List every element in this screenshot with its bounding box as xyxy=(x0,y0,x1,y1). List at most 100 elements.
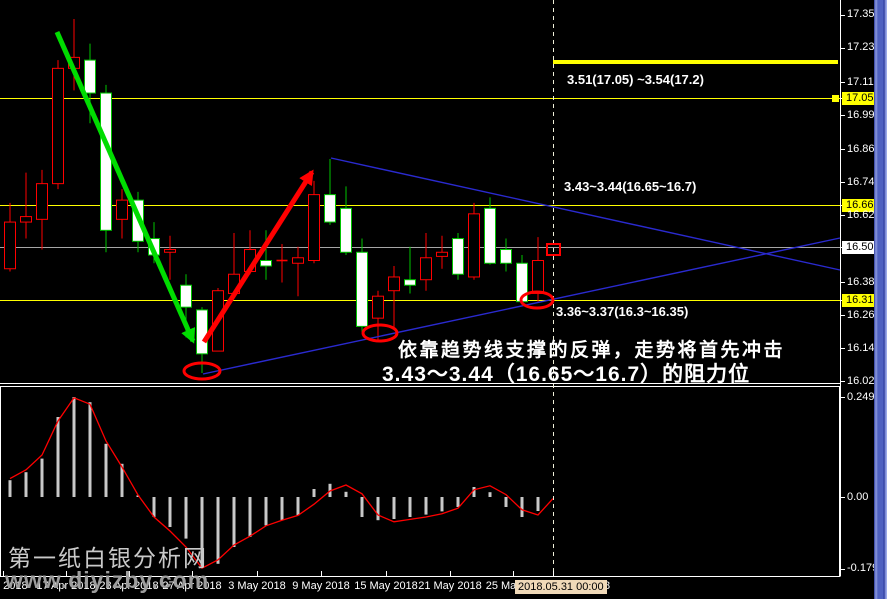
indicator-histogram-bar xyxy=(264,497,268,526)
indicator-histogram-bar xyxy=(184,497,188,539)
candle-body xyxy=(436,251,448,257)
indicator-histogram-bar xyxy=(520,497,524,517)
candle-body xyxy=(292,257,304,264)
indicator-histogram-bar xyxy=(200,497,204,567)
time-axis-label: r 2018 xyxy=(0,580,28,592)
indicator-histogram-bar xyxy=(392,497,396,519)
candle-body xyxy=(4,221,16,270)
time-axis-label: 3 May 2018 xyxy=(228,580,286,592)
indicator-histogram-bar xyxy=(504,497,508,507)
candle-body xyxy=(36,183,48,220)
line-drag-handle[interactable] xyxy=(546,243,561,256)
price-axis-label: 16.745 xyxy=(847,175,881,188)
candle-body xyxy=(404,279,416,286)
candle-body xyxy=(388,276,400,292)
indicator-histogram-bar xyxy=(376,497,380,521)
indicator-histogram-bar xyxy=(488,492,492,497)
price-axis-label: 16.380 xyxy=(847,275,881,288)
time-axis-label: 9 May 2018 xyxy=(292,580,350,592)
indicator-histogram-bar xyxy=(152,497,156,517)
highlight-ellipse[interactable] xyxy=(361,323,399,343)
time-axis-label: 21 May 2018 xyxy=(418,580,482,592)
indicator-panel-border xyxy=(0,386,840,577)
indicator-histogram-bar xyxy=(56,417,60,497)
indicator-histogram-bar xyxy=(440,497,444,512)
price-axis-label: 17.052 xyxy=(842,91,884,105)
candle-body xyxy=(196,309,208,355)
vertical-scrollbar[interactable] xyxy=(874,0,887,599)
candle-body xyxy=(468,213,480,278)
candle-body xyxy=(356,251,368,327)
highlight-ellipse[interactable] xyxy=(182,361,222,381)
price-axis-label: 16.508 xyxy=(842,240,884,254)
indicator-histogram-bar xyxy=(536,497,540,511)
indicator-histogram-bar xyxy=(88,402,92,497)
indicator-histogram-bar xyxy=(248,497,252,537)
rebound-arrow[interactable] xyxy=(201,169,315,344)
current-time-label: 2018.05.31 00:00 xyxy=(515,580,607,594)
time-axis-label: 27 Apr 2018 xyxy=(162,580,222,592)
highlight-ellipse[interactable] xyxy=(519,290,555,310)
price-axis-label: 16.020 xyxy=(847,374,881,387)
price-axis-label: 16.990 xyxy=(847,108,881,121)
support-zone-label: 3.36~3.37(16.3~16.35) xyxy=(556,304,689,319)
time-axis-label: 25 Ma xyxy=(485,580,517,592)
candle-body xyxy=(500,249,512,264)
indicator-histogram-bar xyxy=(136,495,140,497)
watermark-site-name: 第一纸白银分析网 xyxy=(8,545,208,571)
price-axis-label: 16.625 xyxy=(847,208,881,221)
indicator-histogram-bar xyxy=(40,458,44,497)
descending-trendline[interactable] xyxy=(330,157,841,271)
price-axis-label: 16.662 xyxy=(842,198,884,212)
price-axis: 17.355 17.235 17.110 17.052 16.990 16.865 16.7… xyxy=(840,0,886,577)
indicator-histogram-bar xyxy=(408,497,412,517)
indicator-histogram-bar xyxy=(8,480,12,497)
price-axis-label: 16.260 xyxy=(847,308,881,321)
indicator-histogram-bar xyxy=(24,472,28,497)
price-axis-label: 16.865 xyxy=(847,142,881,155)
watermark-site-url: www.diyizby.com xyxy=(5,567,210,593)
candle-body xyxy=(100,92,112,231)
indicator-histogram-bar xyxy=(296,497,300,516)
candle-body xyxy=(260,260,272,267)
candle-body xyxy=(84,59,96,94)
candle-body xyxy=(532,260,544,294)
indicator-axis-label: 0.2498 xyxy=(847,390,881,403)
indicator-axis-label: 0.00 xyxy=(847,490,869,503)
indicator-histogram-bar xyxy=(312,489,316,497)
indicator-histogram-bar xyxy=(216,497,220,564)
indicator-histogram-bar xyxy=(344,491,348,497)
time-axis-label: 15 May 2018 xyxy=(354,580,418,592)
price-axis-label: 16.140 xyxy=(847,341,881,354)
candle-body xyxy=(116,199,128,220)
indicator-histogram-bar xyxy=(72,397,76,497)
price-axis-label: 17.110 xyxy=(847,75,880,88)
time-axis-label: 23 Apr 2018 xyxy=(99,580,159,592)
indicator-histogram-bar xyxy=(168,497,172,527)
price-axis-label: 16.316 xyxy=(842,293,884,307)
ascending-trendline[interactable] xyxy=(202,237,841,375)
upper-resistance-zone-label: 3.51(17.05) ~3.54(17.2) xyxy=(567,72,704,87)
indicator-histogram-bar xyxy=(104,443,108,497)
indicator-histogram-bar xyxy=(456,497,460,507)
candle-body xyxy=(164,249,176,253)
candle-body xyxy=(180,284,192,308)
time-axis-label: 17 Apr 2018 xyxy=(36,580,96,592)
candle-body xyxy=(372,295,384,319)
indicator-histogram-bar xyxy=(472,487,476,497)
indicator-histogram-bar xyxy=(424,497,428,515)
indicator-histogram-bar xyxy=(360,497,364,517)
line-drag-handle[interactable] xyxy=(832,95,839,102)
indicator-histogram-bar xyxy=(232,497,236,547)
indicator-signal-line xyxy=(9,397,554,570)
candle-body xyxy=(340,207,352,253)
decline-arrow[interactable] xyxy=(54,30,196,344)
indicator-histogram-bar xyxy=(280,497,284,521)
candle-body xyxy=(52,67,64,185)
candle-body xyxy=(324,194,336,223)
candle-body xyxy=(484,207,496,264)
candle-body xyxy=(308,194,320,262)
mid-resistance-zone-label: 3.43~3.44(16.65~16.7) xyxy=(564,179,697,194)
